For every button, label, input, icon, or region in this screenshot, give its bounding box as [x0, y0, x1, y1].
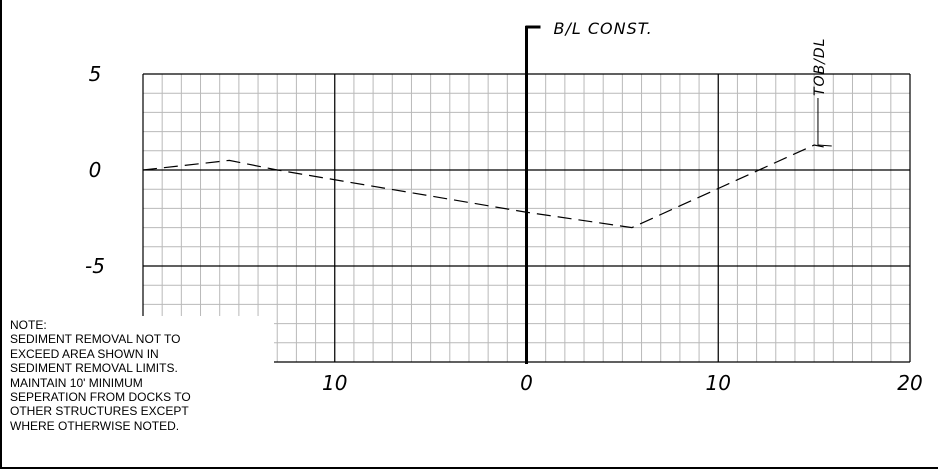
callout-label: TOB/DL	[812, 38, 828, 96]
x-tick-label: 10	[706, 371, 731, 395]
x-tick-label: 10	[322, 371, 347, 395]
x-tick-label: 0	[520, 371, 533, 395]
callout-tick	[817, 144, 832, 147]
tob-callout: TOB/DL	[812, 38, 832, 147]
baseline-label: B/L CONST.	[554, 19, 653, 38]
y-tick-label: 0	[89, 158, 102, 182]
note-line: NOTE:	[10, 318, 47, 332]
note-line: EXCEED AREA SHOWN IN	[10, 346, 159, 361]
note-line: WHERE OTHERWISE NOTED.	[10, 418, 180, 433]
y-tick-label: 5	[89, 62, 102, 86]
note-line: OTHER STRUCTURES EXCEPT	[10, 404, 189, 419]
baseline-marker: B/L CONST.	[525, 19, 653, 364]
note-line: SEDIMENT REMOVAL NOT TO	[10, 332, 181, 347]
note-line: SEDIMENT REMOVAL LIMITS.	[10, 361, 178, 376]
y-tick-label: -5	[85, 254, 105, 278]
ground-profile	[142, 144, 824, 229]
note-line: MAINTAIN 10' MINIMUM	[10, 375, 143, 390]
x-tick-label: 20	[897, 371, 922, 395]
tick-labels: 5 0 -5 10 0 10 20	[85, 62, 923, 395]
note-block: NOTE: SEDIMENT REMOVAL NOT TO EXCEED ARE…	[8, 316, 274, 436]
note-line: SEPERATION FROM DOCKS TO	[10, 390, 191, 405]
profile-line	[142, 144, 824, 229]
